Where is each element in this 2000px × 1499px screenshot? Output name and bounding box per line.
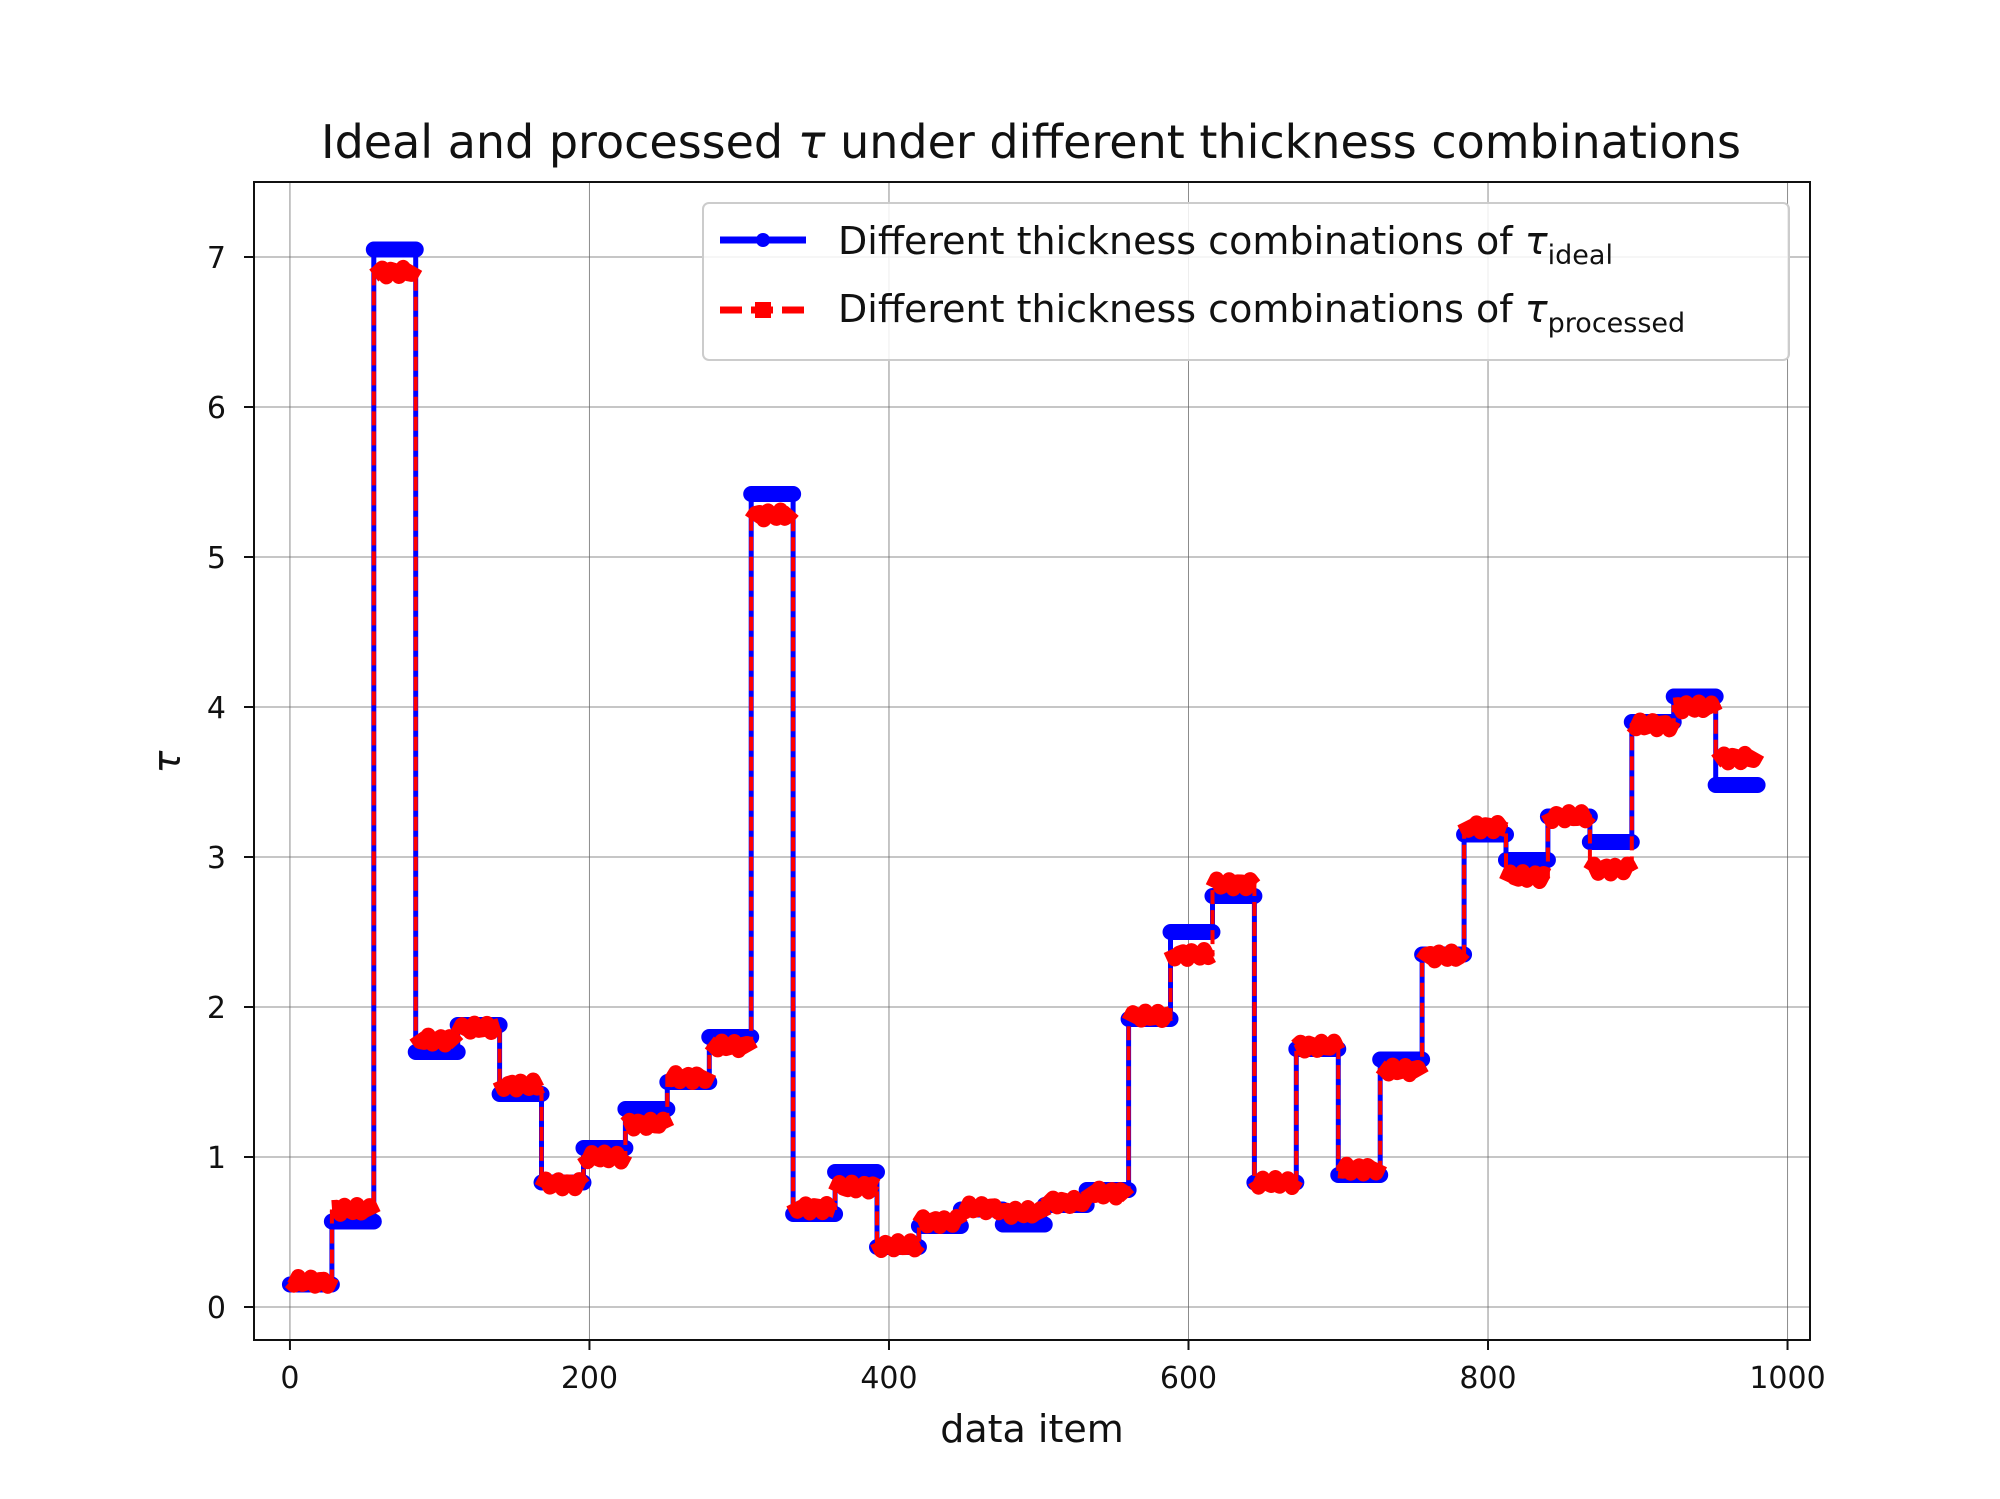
y-tick-label: 4: [207, 691, 226, 726]
processed-step-33: [1670, 694, 1723, 720]
x-axis-label: data item: [940, 1407, 1124, 1451]
processed-step-18: [1040, 1189, 1094, 1215]
legend-ideal-symbol: τ: [1525, 219, 1549, 263]
legend-processed-subscript: processed: [1548, 308, 1686, 339]
chart-title: Ideal and processed τ under different th…: [321, 115, 1741, 169]
legend-ideal-text: Different thickness combinations of: [838, 219, 1525, 263]
processed-step-10: [704, 1033, 758, 1059]
processed-step-32: [1626, 712, 1681, 738]
processed-step-25: [1335, 1156, 1387, 1182]
y-axis-label: τ: [145, 749, 189, 773]
series-line-ideal: [289, 247, 1758, 1287]
processed-step-34: [1711, 745, 1765, 771]
x-tick-label: 1000: [1749, 1361, 1825, 1396]
y-tick-label: 5: [207, 541, 226, 576]
processed-step-1: [328, 1197, 381, 1222]
processed-step-7: [577, 1144, 633, 1170]
x-tick-label: 0: [280, 1361, 299, 1396]
processed-step-29: [1499, 864, 1552, 889]
series-ideal: [281, 241, 1766, 1293]
legend-ideal-label: Different thickness combinations of τide…: [838, 219, 1613, 271]
y-tick-label: 7: [207, 241, 226, 276]
processed-step-17: [999, 1200, 1052, 1225]
y-tick-label: 1: [207, 1141, 226, 1176]
processed-step-24: [1291, 1033, 1346, 1059]
processed-step-14: [870, 1233, 925, 1258]
chart-title-prefix: Ideal and processed: [321, 115, 798, 169]
processed-step-22: [1205, 871, 1261, 897]
plot-frame: [253, 181, 1811, 1341]
y-tick-label: 0: [207, 1291, 226, 1326]
legend-processed-marker: [755, 302, 771, 318]
y-tick-label: 2: [207, 991, 226, 1026]
processed-step-11: [744, 502, 799, 528]
processed-step-6: [534, 1171, 590, 1197]
chart-title-suffix: under different thickness combinations: [825, 115, 1741, 169]
series-layer: [281, 241, 1766, 1294]
processed-step-21: [1163, 942, 1216, 967]
x-tick-label: 800: [1459, 1361, 1516, 1396]
processed-step-8: [620, 1111, 675, 1137]
x-tick-label: 600: [1160, 1361, 1217, 1396]
processed-step-26: [1375, 1057, 1429, 1083]
y-tick-label: 3: [207, 841, 226, 876]
processed-step-15: [912, 1209, 968, 1234]
series-line-processed: [289, 270, 1758, 1284]
legend-processed-text: Different thickness combinations of: [838, 287, 1525, 331]
legend-processed-symbol: τ: [1525, 287, 1549, 331]
series-processed: [284, 259, 1765, 1294]
legend-ideal-marker: [756, 233, 770, 247]
tick-layer: 0 200 400 600 800 1000 0 1 2 3 4 5 6 7: [207, 241, 1826, 1396]
processed-step-13: [828, 1174, 881, 1200]
x-tick-label: 400: [860, 1361, 917, 1396]
legend-processed-label: Different thickness combinations of τpro…: [838, 287, 1685, 339]
processed-step-23: [1248, 1170, 1303, 1195]
legend: Different thickness combinations of τide…: [702, 202, 1790, 361]
x-tick-label: 200: [561, 1361, 618, 1396]
processed-step-9: [664, 1065, 717, 1090]
processed-step-3: [409, 1027, 464, 1053]
chart-title-tau: τ: [798, 115, 826, 169]
processed-step-12: [786, 1196, 839, 1221]
processed-step-27: [1415, 943, 1470, 969]
processed-step-28: [1457, 815, 1510, 840]
processed-step-0: [284, 1269, 339, 1294]
processed-step-5: [492, 1072, 545, 1098]
processed-step-2: [369, 259, 423, 285]
processed-step-4: [451, 1015, 503, 1040]
legend-ideal-subscript: ideal: [1548, 240, 1613, 271]
processed-step-16: [955, 1195, 1010, 1221]
processed-step-30: [1541, 804, 1596, 829]
processed-step-19: [1080, 1180, 1135, 1206]
legend-box: [702, 202, 1790, 361]
processed-step-31: [1583, 856, 1639, 882]
y-tick-label: 6: [207, 391, 226, 426]
processed-step-20: [1121, 1003, 1174, 1028]
